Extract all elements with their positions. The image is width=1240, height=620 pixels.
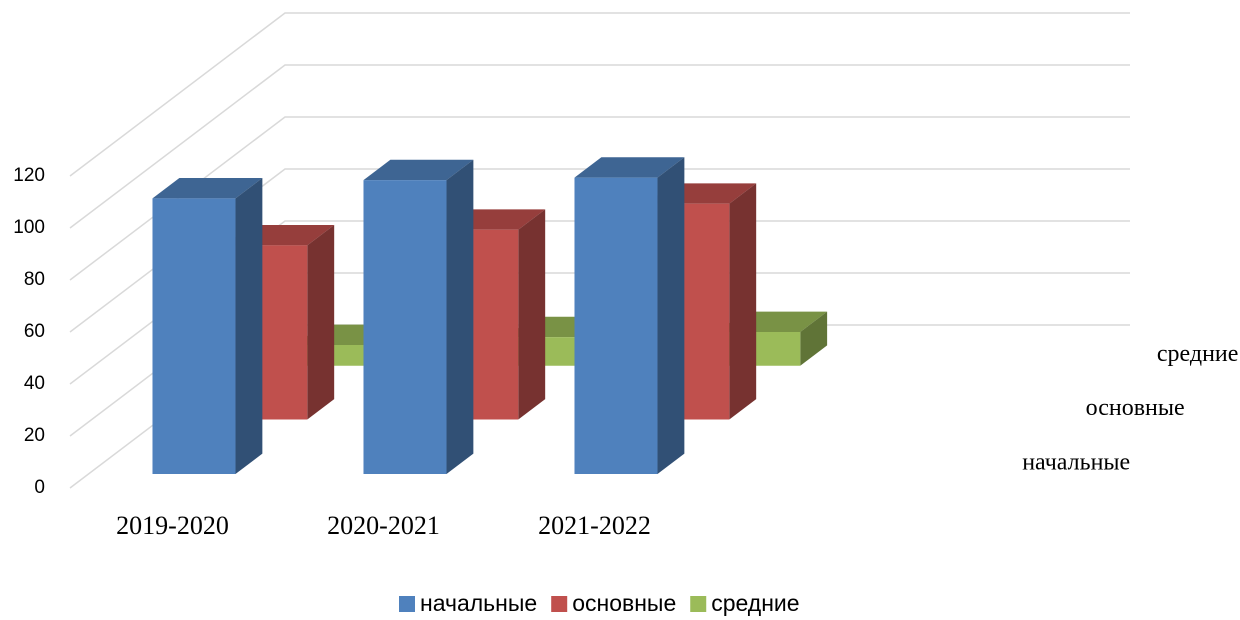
bar-side xyxy=(307,224,335,420)
grid-line xyxy=(69,220,1130,385)
legend-swatch xyxy=(551,596,568,612)
x-tick-label: 2019-2020 xyxy=(116,511,229,540)
y-tick-label: 40 xyxy=(24,373,45,394)
grid-line xyxy=(69,12,1130,177)
bar-top xyxy=(574,157,685,178)
bar-top xyxy=(152,178,263,199)
bar-side xyxy=(518,209,546,420)
y-tick-label: 20 xyxy=(24,425,45,446)
grid-line xyxy=(69,168,1130,333)
depth-label: начальные xyxy=(1022,449,1130,475)
grid-line xyxy=(69,64,1130,229)
y-tick-label: 80 xyxy=(24,269,45,290)
legend-swatch xyxy=(690,596,707,612)
y-tick-label: 100 xyxy=(13,217,45,238)
depth-label: основные xyxy=(1086,395,1185,421)
bar-side xyxy=(657,157,685,474)
y-tick-label: 0 xyxy=(34,477,45,498)
grid-line xyxy=(69,116,1130,281)
bar xyxy=(152,178,263,474)
bar-side xyxy=(235,178,263,474)
legend-label: начальные xyxy=(420,590,537,616)
bar xyxy=(363,159,474,474)
y-tick-label: 120 xyxy=(13,165,45,186)
bar-front xyxy=(363,180,447,474)
bar xyxy=(574,157,685,474)
bar-side xyxy=(729,183,757,420)
legend-label: средние xyxy=(711,590,799,616)
x-tick-label: 2021-2022 xyxy=(538,511,651,540)
x-tick-label: 2020-2021 xyxy=(327,511,440,540)
bar-front xyxy=(574,177,658,474)
bar-top xyxy=(363,159,474,181)
legend-swatch xyxy=(399,596,415,612)
depth-label: средние xyxy=(1157,341,1239,367)
bar-front xyxy=(152,198,236,474)
legend-label: основные xyxy=(572,590,676,616)
y-tick-label: 60 xyxy=(24,321,45,342)
bar-side xyxy=(800,311,828,366)
bar-side xyxy=(446,159,474,474)
